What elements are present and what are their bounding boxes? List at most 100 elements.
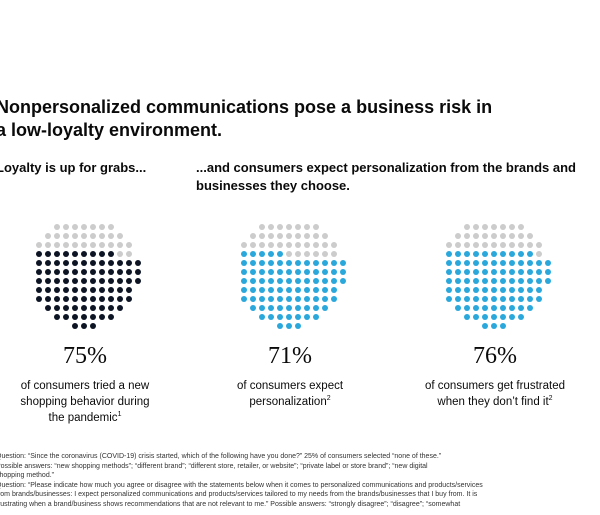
footnote-line: frustrating when a brand/business shows … — [0, 500, 461, 508]
filled-dot — [527, 296, 533, 302]
empty-dot — [482, 233, 488, 239]
filled-dot — [90, 305, 96, 311]
empty-dot — [491, 233, 497, 239]
stat-value-2: 71% — [268, 343, 312, 369]
filled-dot — [331, 260, 337, 266]
filled-dot — [482, 296, 488, 302]
filled-dot — [277, 296, 283, 302]
filled-dot — [36, 296, 42, 302]
empty-dot — [304, 242, 310, 248]
filled-dot — [63, 278, 69, 284]
filled-dot — [313, 278, 319, 284]
chart-title: Nonpersonalized communications pose a bu… — [0, 96, 596, 142]
empty-dot — [500, 242, 506, 248]
filled-dot — [277, 278, 283, 284]
empty-dot — [286, 251, 292, 257]
filled-dot — [126, 278, 132, 284]
empty-dot — [527, 233, 533, 239]
title-line-2: a low-loyalty environment. — [0, 120, 223, 140]
filled-dot — [518, 260, 524, 266]
empty-dot — [81, 242, 87, 248]
filled-dot — [63, 314, 69, 320]
filled-dot — [90, 296, 96, 302]
filled-dot — [322, 296, 328, 302]
filled-dot — [108, 314, 114, 320]
filled-dot — [126, 260, 132, 266]
filled-dot — [286, 269, 292, 275]
filled-dot — [340, 269, 346, 275]
filled-dot — [340, 260, 346, 266]
filled-dot — [331, 287, 337, 293]
filled-dot — [277, 305, 283, 311]
empty-dot — [36, 242, 42, 248]
filled-dot — [527, 260, 533, 266]
filled-dot — [313, 260, 319, 266]
empty-dot — [126, 251, 132, 257]
empty-dot — [331, 242, 337, 248]
empty-dot — [63, 242, 69, 248]
empty-dot — [268, 233, 274, 239]
empty-dot — [286, 233, 292, 239]
filled-dot — [259, 287, 265, 293]
filled-dot — [36, 269, 42, 275]
filled-dot — [527, 278, 533, 284]
filled-dot — [455, 260, 461, 266]
filled-dot — [473, 287, 479, 293]
empty-dot — [277, 233, 283, 239]
filled-dot — [509, 287, 515, 293]
filled-dot — [545, 260, 551, 266]
empty-dot — [81, 233, 87, 239]
filled-dot — [259, 278, 265, 284]
filled-dot — [90, 251, 96, 257]
filled-dot — [527, 305, 533, 311]
filled-dot — [250, 260, 256, 266]
empty-dot — [304, 251, 310, 257]
filled-dot — [491, 296, 497, 302]
filled-dot — [268, 278, 274, 284]
filled-dot — [295, 260, 301, 266]
filled-dot — [518, 278, 524, 284]
empty-dot — [473, 224, 479, 230]
empty-dot — [446, 242, 452, 248]
filled-dot — [464, 296, 470, 302]
filled-dot — [455, 269, 461, 275]
filled-dot — [99, 260, 105, 266]
filled-dot — [54, 278, 60, 284]
filled-dot — [45, 278, 51, 284]
filled-dot — [63, 269, 69, 275]
empty-dot — [126, 242, 132, 248]
empty-dot — [491, 224, 497, 230]
filled-dot — [295, 278, 301, 284]
filled-dot — [491, 260, 497, 266]
filled-dot — [295, 269, 301, 275]
filled-dot — [63, 287, 69, 293]
filled-dot — [277, 251, 283, 257]
empty-dot — [286, 224, 292, 230]
empty-dot — [313, 233, 319, 239]
empty-dot — [117, 251, 123, 257]
empty-dot — [509, 224, 515, 230]
filled-dot — [464, 269, 470, 275]
filled-dot — [277, 323, 283, 329]
filled-dot — [117, 269, 123, 275]
stat-3-line-2: when they don’t find it — [437, 396, 549, 408]
filled-dot — [491, 314, 497, 320]
left-panel-heading: Loyalty is up for grabs... — [0, 160, 147, 175]
empty-dot — [90, 233, 96, 239]
filled-dot — [268, 260, 274, 266]
empty-dot — [313, 242, 319, 248]
filled-dot — [446, 269, 452, 275]
empty-dot — [268, 242, 274, 248]
empty-dot — [518, 224, 524, 230]
filled-dot — [90, 314, 96, 320]
filled-dot — [313, 296, 319, 302]
filled-dot — [54, 269, 60, 275]
empty-dot — [99, 224, 105, 230]
filled-dot — [250, 287, 256, 293]
filled-dot — [545, 269, 551, 275]
filled-dot — [259, 314, 265, 320]
filled-dot — [36, 251, 42, 257]
filled-dot — [277, 260, 283, 266]
filled-dot — [545, 278, 551, 284]
filled-dot — [81, 296, 87, 302]
